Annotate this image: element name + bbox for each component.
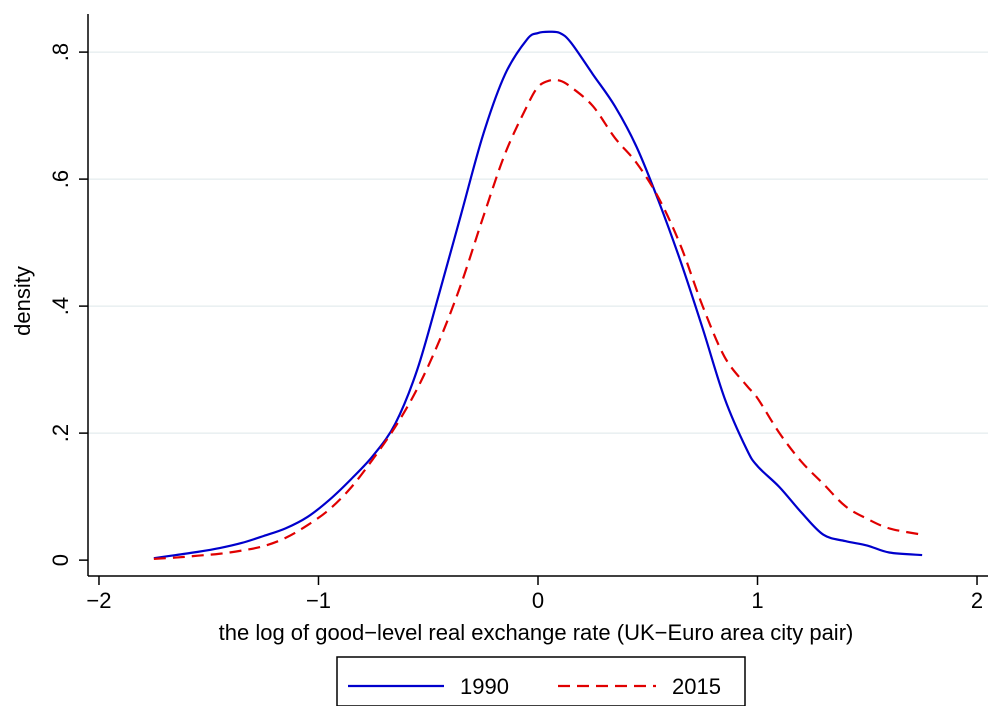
x-tick-label: 2: [971, 588, 983, 613]
y-tick-label: .8: [48, 43, 73, 61]
grid-lines: [88, 51, 988, 434]
legend-label-2015: 2015: [672, 674, 721, 699]
y-axis-title: density: [10, 266, 35, 336]
y-ticks: 0 .2 .4 .6 .8: [48, 43, 88, 566]
y-tick-label: .2: [48, 424, 73, 442]
y-tick-label: .6: [48, 170, 73, 188]
x-tick-label: 0: [532, 588, 544, 613]
legend-label-1990: 1990: [460, 674, 509, 699]
series-line-2015: [153, 78, 923, 560]
x-axis-title: the log of good−level real exchange rate…: [219, 620, 854, 645]
x-tick-label: −1: [306, 588, 331, 613]
x-tick-label: 1: [751, 588, 763, 613]
y-tick-label: .4: [48, 297, 73, 315]
legend-box: [336, 656, 746, 706]
x-tick-label: −2: [86, 588, 111, 613]
y-tick-label: 0: [48, 554, 73, 566]
series-lines: [153, 30, 923, 560]
legend: 1990 2015: [336, 656, 746, 706]
series-line-1990: [153, 30, 923, 560]
x-ticks: −2 −1 0 1 2: [86, 576, 983, 613]
